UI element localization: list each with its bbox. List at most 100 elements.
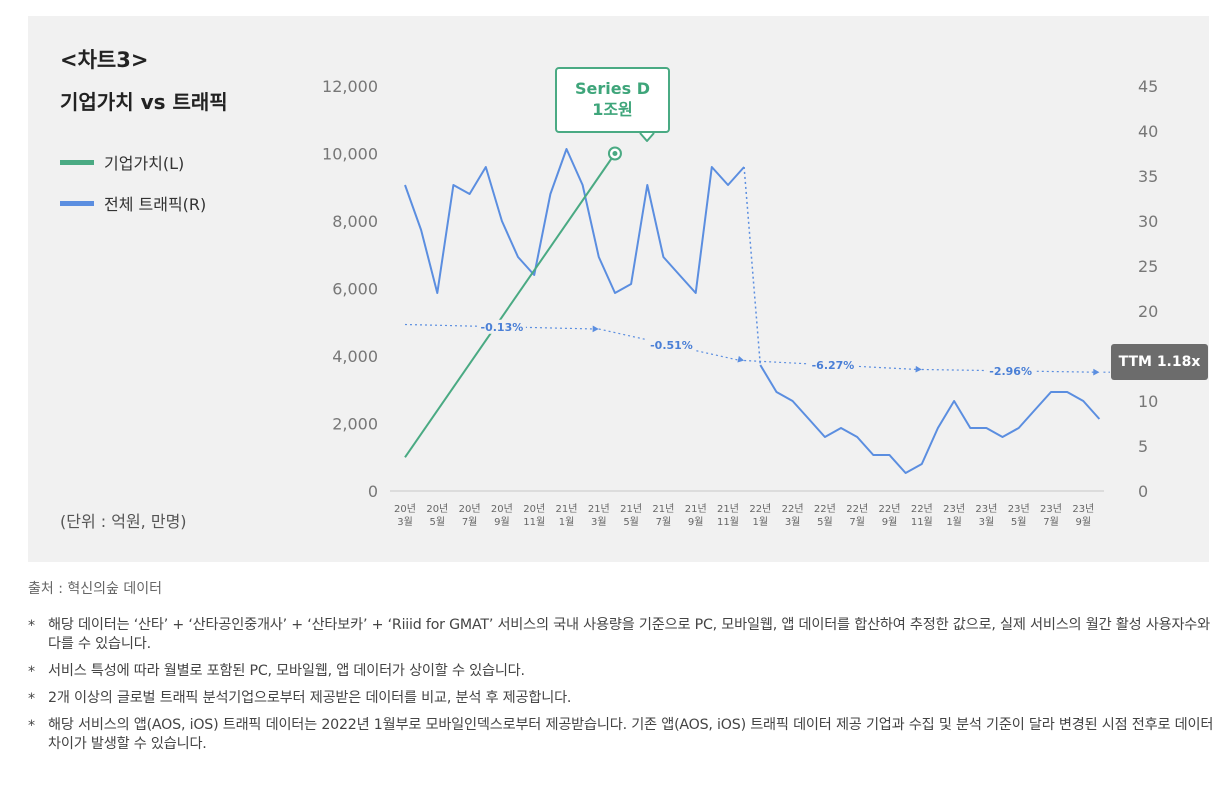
legend-swatch-traffic <box>60 200 94 206</box>
x-tick-label-month: 3월 <box>785 516 801 528</box>
x-tick-label-year: 23년 <box>1072 503 1094 515</box>
x-tick-label-month: 9월 <box>1076 516 1092 528</box>
unit-label: (단위 : 억원, 만명) <box>60 512 187 531</box>
y-right-tick-label: 35 <box>1138 167 1158 186</box>
x-tick-label-year: 21년 <box>620 503 642 515</box>
x-tick-label-month: 7월 <box>656 516 672 528</box>
y-right-tick-label: 25 <box>1138 257 1158 276</box>
x-tick-label-year: 21년 <box>652 503 674 515</box>
x-tick-label-month: 11월 <box>911 516 933 528</box>
y-left-tick-label: 8,000 <box>332 212 378 231</box>
y-left-tick-label: 4,000 <box>332 347 378 366</box>
x-tick-label-year: 20년 <box>491 503 513 515</box>
x-tick-label-month: 9월 <box>882 516 898 528</box>
x-tick-label-year: 22년 <box>749 503 771 515</box>
trend-arrow-head <box>737 355 745 363</box>
y-right-tick-label: 0 <box>1138 482 1148 501</box>
trend-label-bg <box>986 363 1035 378</box>
series-d-marker-dot <box>612 151 618 156</box>
callout-pointer <box>639 132 655 142</box>
y-left-tick-label: 0 <box>368 482 378 501</box>
y-right-tick-label: 30 <box>1138 212 1158 231</box>
x-tick-label-month: 9월 <box>494 516 510 528</box>
x-tick-label-year: 21년 <box>556 503 578 515</box>
y-right-tick-label: 45 <box>1138 77 1158 96</box>
callout-title: Series D <box>575 79 650 98</box>
x-tick-label-month: 5월 <box>430 516 446 528</box>
x-tick-label-year: 23년 <box>943 503 965 515</box>
x-tick-label-month: 7월 <box>462 516 478 528</box>
x-tick-label-month: 11월 <box>523 516 545 528</box>
legend-label-valuation: 기업가치(L) <box>104 154 185 173</box>
x-tick-label-year: 22년 <box>814 503 836 515</box>
legend-item-valuation: 기업가치(L) <box>60 150 184 174</box>
series-d-callout: Series D 1조원 <box>555 67 670 133</box>
x-tick-label-month: 1월 <box>753 516 769 528</box>
x-tick-label-year: 20년 <box>523 503 545 515</box>
series-line-traffic-break <box>743 166 762 366</box>
footnote: 해당 데이터는 ‘산타’ + ‘산타공인중개사’ + ‘산타보카’ + ‘Rii… <box>28 616 1218 654</box>
y-left-tick-label: 2,000 <box>332 415 378 434</box>
x-tick-label-year: 23년 <box>1008 503 1030 515</box>
x-tick-label-month: 11월 <box>717 516 739 528</box>
x-tick-label-month: 5월 <box>623 516 639 528</box>
x-tick-label-month: 5월 <box>1011 516 1027 528</box>
x-tick-label-month: 9월 <box>688 516 704 528</box>
x-tick-label-year: 20년 <box>394 503 416 515</box>
ttm-badge: TTM 1.18x <box>1111 344 1208 380</box>
trend-label-bg <box>808 358 857 372</box>
x-tick-label-month: 1월 <box>559 516 575 528</box>
y-left-tick-label: 10,000 <box>322 145 378 164</box>
legend-label-traffic: 전체 트래픽(R) <box>104 195 207 214</box>
chart-plot: 02,0004,0006,0008,00010,00012,0000510152… <box>322 77 1158 528</box>
series-line-traffic-after <box>759 364 1101 474</box>
x-tick-label-year: 21년 <box>588 503 610 515</box>
x-tick-label-year: 23년 <box>975 503 997 515</box>
x-tick-label-month: 7월 <box>1043 516 1059 528</box>
trend-arrow-head <box>592 325 599 333</box>
trend-label: -0.51% <box>650 339 693 352</box>
y-right-tick-label: 20 <box>1138 302 1158 321</box>
x-tick-label-year: 23년 <box>1040 503 1062 515</box>
x-tick-label-year: 22년 <box>782 503 804 515</box>
x-tick-label-month: 3월 <box>591 516 607 528</box>
trend-label-bg <box>477 319 526 334</box>
y-left-tick-label: 12,000 <box>322 77 378 96</box>
footnote: 해당 서비스의 앱(AOS, iOS) 트래픽 데이터는 2022년 1월부로 … <box>28 716 1218 754</box>
chart-title: 기업가치 vs 트래픽 <box>60 90 228 114</box>
x-tick-label-year: 20년 <box>426 503 448 515</box>
trend-label: -6.27% <box>812 359 855 372</box>
x-tick-label-month: 5월 <box>817 516 833 528</box>
series-line-traffic-before <box>404 148 745 294</box>
trend-label: -0.13% <box>481 321 524 334</box>
x-tick-label-month: 3월 <box>979 516 995 528</box>
footnote: 2개 이상의 글로벌 트래픽 분석기업으로부터 제공받은 데이터를 비교, 분석… <box>28 689 1218 709</box>
y-right-tick-label: 40 <box>1138 122 1158 141</box>
chart-number: <차트3> <box>60 48 149 72</box>
x-tick-label-month: 7월 <box>849 516 865 528</box>
legend-swatch-valuation <box>60 159 94 165</box>
series-line-valuation <box>404 152 616 458</box>
callout-value: 1조원 <box>592 100 633 119</box>
legend-item-traffic: 전체 트래픽(R) <box>60 191 206 215</box>
source-text: 출처 : 혁신의숲 데이터 <box>28 581 162 597</box>
x-tick-label-month: 1월 <box>946 516 962 528</box>
footnote: 서비스 특성에 따라 월별로 포함된 PC, 모바일웹, 앱 데이터가 상이할 … <box>28 662 1218 682</box>
y-left-tick-label: 6,000 <box>332 280 378 299</box>
trend-arrow-line <box>404 323 595 330</box>
footnotes: 해당 데이터는 ‘산타’ + ‘산타공인중개사’ + ‘산타보카’ + ‘Rii… <box>28 616 1218 762</box>
x-tick-label-year: 22년 <box>846 503 868 515</box>
x-tick-label-year: 21년 <box>685 503 707 515</box>
y-right-tick-label: 10 <box>1138 392 1158 411</box>
trend-arrow-head <box>1093 368 1100 376</box>
x-tick-label-year: 22년 <box>879 503 901 515</box>
x-tick-label-year: 21년 <box>717 503 739 515</box>
trend-arrow-line <box>598 328 741 362</box>
x-tick-label-year: 22년 <box>911 503 933 515</box>
x-tick-label-month: 3월 <box>397 516 413 528</box>
y-right-tick-label: 5 <box>1138 437 1148 456</box>
trend-arrow-head <box>915 365 922 373</box>
x-tick-label-year: 20년 <box>459 503 481 515</box>
trend-label-bg <box>647 337 696 352</box>
trend-label: -2.96% <box>989 365 1032 378</box>
